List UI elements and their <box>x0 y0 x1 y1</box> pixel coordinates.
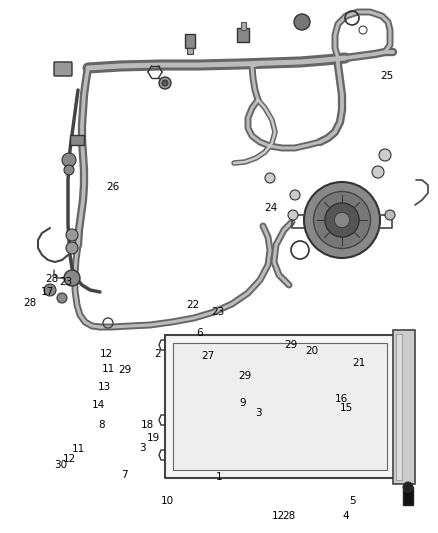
Text: 26: 26 <box>106 182 120 191</box>
Circle shape <box>66 229 78 241</box>
Text: 12: 12 <box>63 454 76 464</box>
Text: 11: 11 <box>102 365 115 374</box>
Text: 9: 9 <box>240 399 247 408</box>
Text: 25: 25 <box>381 71 394 81</box>
Bar <box>70 135 84 145</box>
Text: 19: 19 <box>147 433 160 443</box>
Circle shape <box>162 80 168 86</box>
Bar <box>403 487 413 505</box>
Text: 15: 15 <box>340 403 353 413</box>
Circle shape <box>44 284 56 296</box>
Circle shape <box>314 191 371 248</box>
Text: 20: 20 <box>305 346 318 356</box>
Text: 6: 6 <box>196 328 203 338</box>
Circle shape <box>379 149 391 161</box>
Polygon shape <box>165 335 395 478</box>
Bar <box>396 334 402 480</box>
Circle shape <box>403 482 413 492</box>
Text: 16: 16 <box>335 394 348 403</box>
Text: 22: 22 <box>186 300 199 310</box>
Text: 5: 5 <box>349 496 356 506</box>
Text: 10: 10 <box>161 496 174 506</box>
Circle shape <box>290 190 300 200</box>
Text: 3: 3 <box>255 408 262 418</box>
Text: 4: 4 <box>343 511 350 521</box>
Text: 28: 28 <box>283 511 296 521</box>
Text: 21: 21 <box>353 358 366 368</box>
Circle shape <box>334 212 350 228</box>
Text: 11: 11 <box>71 445 85 454</box>
Text: 29: 29 <box>118 366 131 375</box>
Text: 28: 28 <box>45 274 58 284</box>
Text: 13: 13 <box>98 382 111 392</box>
Text: 12: 12 <box>99 350 113 359</box>
Text: 2: 2 <box>154 350 161 359</box>
Text: 24: 24 <box>264 203 277 213</box>
Circle shape <box>62 153 76 167</box>
Text: 7: 7 <box>121 471 128 480</box>
Bar <box>237 28 249 42</box>
Text: 1: 1 <box>215 472 223 482</box>
Polygon shape <box>173 343 387 470</box>
Circle shape <box>66 242 78 254</box>
Text: 30: 30 <box>54 460 67 470</box>
Circle shape <box>288 210 298 220</box>
Circle shape <box>64 270 80 286</box>
Circle shape <box>372 166 384 178</box>
FancyBboxPatch shape <box>54 62 72 76</box>
Text: 3: 3 <box>139 443 146 453</box>
Bar <box>185 34 195 48</box>
Circle shape <box>64 165 74 175</box>
Text: 18: 18 <box>141 420 154 430</box>
Text: 17: 17 <box>41 287 54 297</box>
Text: 27: 27 <box>201 351 215 361</box>
Bar <box>241 22 246 30</box>
Text: 23: 23 <box>59 278 72 287</box>
Text: 29: 29 <box>239 371 252 381</box>
Circle shape <box>57 293 67 303</box>
Circle shape <box>265 173 275 183</box>
Bar <box>187 48 193 54</box>
Circle shape <box>159 77 171 89</box>
Bar <box>393 330 415 484</box>
Circle shape <box>385 210 395 220</box>
Circle shape <box>294 14 310 30</box>
Text: 14: 14 <box>92 400 105 410</box>
Circle shape <box>304 182 380 258</box>
Text: 12: 12 <box>272 511 285 521</box>
Text: 28: 28 <box>23 298 36 308</box>
Text: 23: 23 <box>212 307 225 317</box>
Circle shape <box>325 203 359 237</box>
Text: 8: 8 <box>98 421 105 430</box>
Text: 29: 29 <box>285 341 298 350</box>
